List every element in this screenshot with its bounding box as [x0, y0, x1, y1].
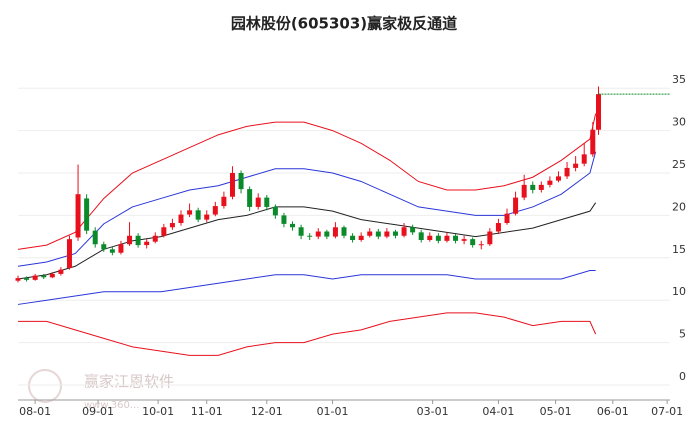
candle-body [410, 227, 416, 233]
candle-body [392, 231, 398, 236]
candle-body [367, 231, 373, 236]
candle-body [324, 231, 330, 237]
candle-body [49, 273, 55, 278]
y-tick-label: 20 [672, 200, 686, 213]
y-tick-label: 35 [672, 73, 686, 86]
candle-body [178, 214, 184, 224]
y-tick-label: 25 [672, 158, 686, 171]
candle-body [195, 210, 201, 220]
x-tick-label: 06-01 [597, 405, 629, 418]
candle-body [298, 227, 304, 236]
candle-body [127, 235, 133, 245]
candle-body [24, 278, 30, 280]
watermark-logo [28, 369, 62, 403]
candle-body [66, 239, 72, 268]
candle-body [573, 163, 579, 168]
band-line [17, 202, 597, 280]
y-tick-label: 15 [672, 243, 686, 256]
candle-body [238, 173, 244, 190]
candle-body [427, 235, 433, 240]
band-line [17, 113, 597, 250]
band-line [18, 312, 597, 356]
candle-body [58, 269, 64, 274]
watermark: 赢家江恩软件 www.360... [28, 369, 174, 411]
x-tick-label: 08-01 [19, 405, 51, 418]
candle-body [350, 235, 356, 240]
candle-body [530, 184, 536, 190]
candle-body [144, 241, 150, 246]
candle-body [453, 235, 459, 241]
candle-body [504, 213, 510, 224]
candle-body [461, 239, 467, 241]
y-tick-label: 5 [679, 328, 686, 341]
x-tick-label: 09-01 [82, 405, 114, 418]
candle-body [221, 196, 227, 207]
candle-body [32, 275, 38, 280]
candle-body [41, 275, 47, 278]
y-tick-label: 10 [672, 285, 686, 298]
candle-body [290, 223, 296, 228]
candle-body [75, 194, 81, 238]
x-tick-label: 05-01 [540, 405, 572, 418]
candle-body [521, 184, 527, 198]
candle-body [315, 231, 321, 237]
candle-body [229, 173, 235, 197]
candle-body [555, 176, 561, 181]
x-tick-label: 12-01 [251, 405, 283, 418]
candle-body [272, 206, 278, 216]
y-tick-label: 30 [672, 116, 686, 129]
candle-body [187, 210, 193, 215]
candle-body [478, 244, 484, 246]
candle-body [444, 235, 450, 241]
band-line [17, 270, 596, 305]
watermark-text: 赢家江恩软件 [84, 373, 174, 391]
watermark-url: www.360... [84, 400, 139, 411]
candle-body [358, 235, 364, 240]
candle-body [247, 189, 253, 207]
candle-body [384, 231, 390, 237]
candle-body [204, 214, 210, 220]
candle-body [212, 206, 218, 215]
chart-title: 园林股份(605303)赢家极反通道 [231, 15, 457, 33]
candle-body [375, 231, 381, 237]
candle-body [487, 231, 493, 245]
candle-body [161, 227, 167, 236]
candle-body [435, 235, 441, 241]
candle-body [513, 197, 519, 214]
x-tick-label: 04-01 [482, 405, 514, 418]
band-line [17, 151, 597, 267]
candle-body [92, 230, 98, 245]
candle-body [596, 94, 602, 130]
candle-body [281, 215, 287, 224]
candle-body [118, 244, 124, 253]
candle-body [152, 235, 158, 242]
candle-body [590, 129, 596, 155]
x-tick-label: 07-01 [651, 405, 683, 418]
candle-body [538, 184, 544, 190]
candle-body [470, 239, 476, 246]
candle-body [264, 197, 270, 207]
candle-body [495, 223, 501, 232]
x-tick-label: 10-01 [142, 405, 174, 418]
candle-body [109, 249, 115, 253]
y-tick-label: 0 [679, 370, 686, 383]
candle-body [101, 244, 107, 250]
candle-body [581, 154, 587, 164]
candle-body [15, 278, 21, 281]
candle-body [418, 232, 424, 240]
x-tick-label: 01-01 [317, 405, 349, 418]
candle-body [564, 167, 570, 177]
candle-body [255, 197, 261, 207]
candle-body [341, 227, 347, 236]
candle-body [401, 227, 407, 236]
x-tick-label: 03-01 [417, 405, 449, 418]
x-tick-label: 11-01 [191, 405, 223, 418]
candle-body [169, 223, 175, 228]
candle-body [547, 180, 553, 185]
candle-body [307, 235, 313, 237]
candle-body [332, 227, 338, 237]
candle-body [135, 235, 141, 246]
candle-body [84, 198, 90, 231]
